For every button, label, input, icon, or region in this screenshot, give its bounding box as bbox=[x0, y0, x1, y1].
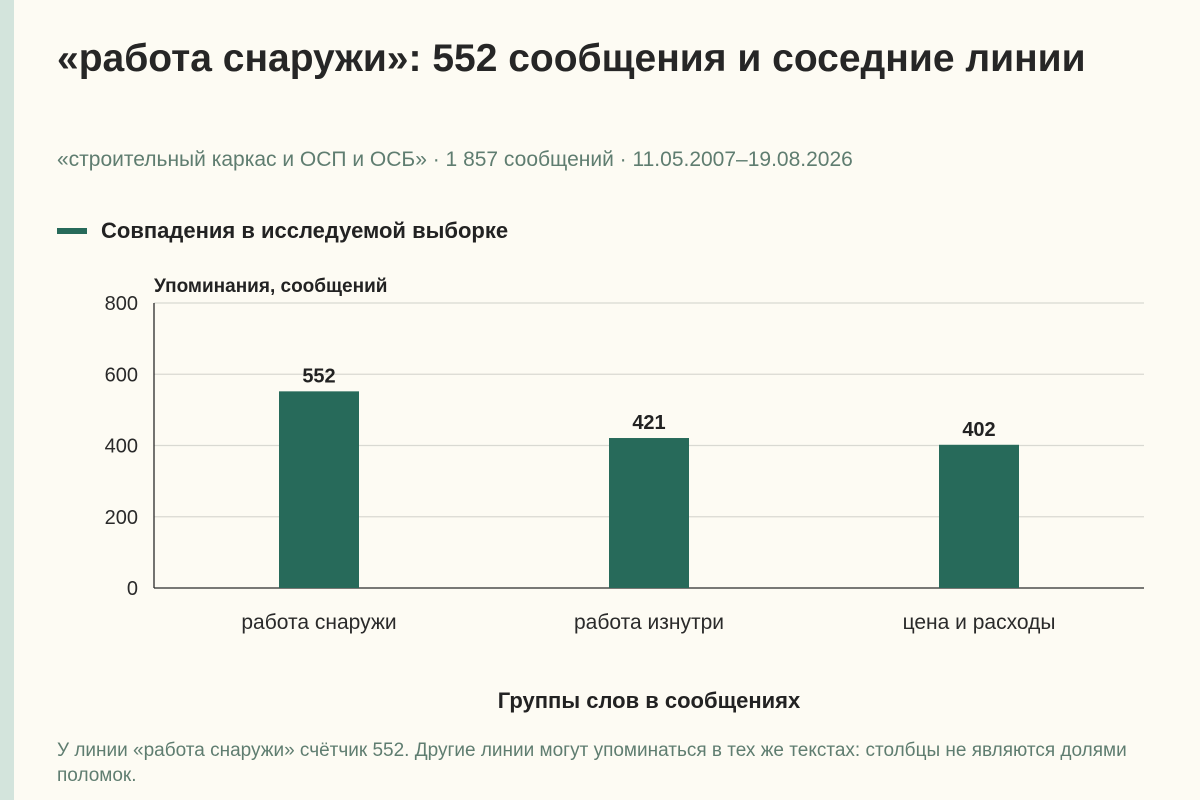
side-accent-bar bbox=[0, 0, 14, 800]
x-tick-label: работа изнутри bbox=[574, 611, 724, 634]
bar-value-label: 552 bbox=[302, 365, 335, 387]
bar bbox=[609, 438, 689, 588]
y-tick-label: 0 bbox=[127, 578, 138, 600]
chart-subtitle: «строительный каркас и ОСП и ОСБ» · 1 85… bbox=[57, 148, 853, 171]
y-tick-label: 600 bbox=[105, 364, 138, 386]
x-tick-label: работа снаружи bbox=[241, 611, 396, 634]
legend: Совпадения в исследуемой выборке bbox=[57, 218, 508, 244]
legend-swatch bbox=[57, 228, 87, 234]
bar bbox=[279, 391, 359, 588]
legend-label: Совпадения в исследуемой выборке bbox=[101, 218, 509, 243]
labels: 0 200 400 600 800 552 работа снаружи 421 работа … bbox=[105, 293, 1056, 634]
y-tick-label: 200 bbox=[105, 507, 138, 529]
y-tick-label: 400 bbox=[105, 436, 138, 458]
y-tick-label: 800 bbox=[105, 293, 138, 315]
bar-value-label: 421 bbox=[632, 412, 665, 434]
bar-value-label: 402 bbox=[962, 419, 995, 441]
bar bbox=[939, 444, 1019, 588]
chart-title: «работа снаружи»: 552 сообщения и соседн… bbox=[57, 37, 1086, 80]
chart-caption: У линии «работа снаружи» счётчик 552. Др… bbox=[57, 740, 1127, 786]
bars bbox=[279, 391, 1019, 588]
x-axis-label: Группы слов в сообщениях bbox=[498, 688, 801, 713]
y-axis-label: Упоминания, сообщений bbox=[154, 276, 387, 297]
x-tick-label: цена и расходы bbox=[903, 611, 1056, 634]
